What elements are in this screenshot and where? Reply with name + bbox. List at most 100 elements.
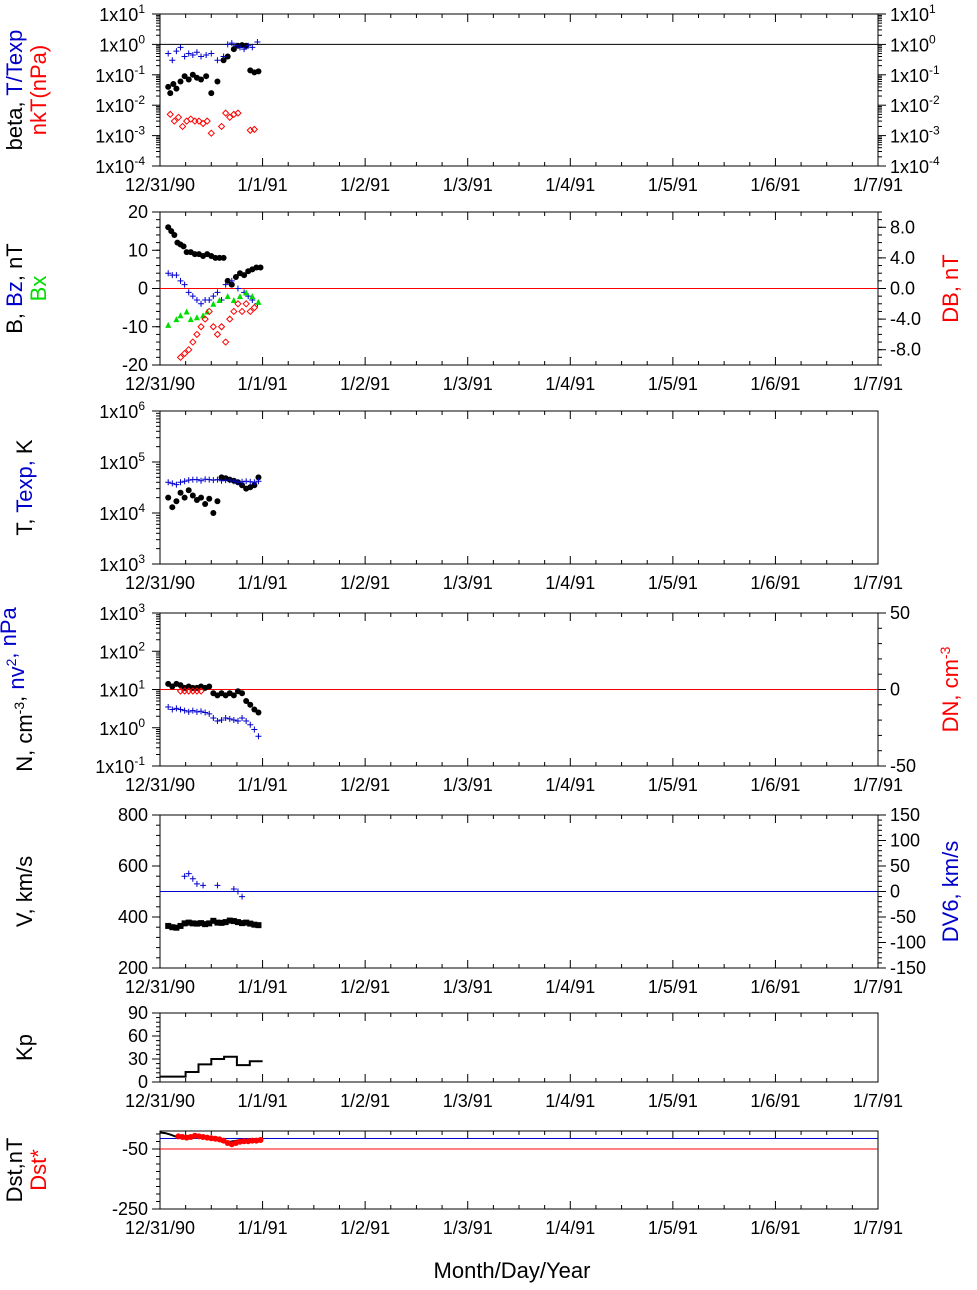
panel-beta-t-texp-point — [177, 44, 184, 51]
panel-velocity-v-point — [214, 919, 221, 926]
panel-density-nv2-point — [177, 706, 184, 713]
panel-temp-t-point — [185, 487, 192, 494]
panel-beta-t-texp-point — [220, 53, 227, 60]
panel-dst-dst--point — [249, 1137, 256, 1144]
panel-temp-t-point — [198, 494, 205, 501]
panel-dst-y-tick-label: -50 — [122, 1139, 148, 1159]
panel-density-y2-tick-label: 0 — [890, 680, 900, 700]
panel-temp-texp-point — [239, 478, 246, 485]
panel-bfield-bx-point — [255, 298, 262, 305]
panel-beta-nkt-point — [191, 117, 199, 125]
panel-temp-texp-point — [169, 480, 176, 487]
panel-bfield-bx-point — [187, 316, 194, 323]
panel-beta-beta-point — [177, 78, 184, 85]
panel-beta-t-texp-point — [169, 57, 176, 64]
panel-beta-nkt-point — [174, 113, 183, 122]
panel-temp-texp-point — [243, 478, 250, 485]
panel-beta-t-texp-point — [245, 42, 252, 49]
panel-velocity-x-tick-label: 1/1/91 — [238, 977, 288, 997]
panel-bfield-db-point — [246, 307, 254, 316]
panel-beta-x-tick-label: 12/31/90 — [125, 175, 195, 195]
panel-velocity-dv6-point — [239, 893, 246, 900]
panel-beta-nkt-point — [170, 117, 179, 125]
panel-beta-t-texp-point — [228, 40, 235, 47]
panel-bfield-bx-point — [210, 300, 217, 307]
panel-velocity-v-point — [226, 917, 233, 924]
panel-velocity-v-point — [222, 919, 229, 926]
panel-beta-beta-point — [185, 76, 192, 83]
panel-beta-nkt-point — [221, 109, 230, 117]
panel-temp-t-point — [169, 504, 176, 511]
panel-bfield-db-point — [209, 323, 218, 331]
panel-bfield-bz-point — [210, 293, 217, 300]
panel-dst-y-label: Dst* — [26, 1149, 51, 1191]
panel-temp-texp-point — [214, 476, 221, 483]
panel-density-nv2-point — [193, 708, 200, 715]
panel-velocity-x-tick-label: 1/3/91 — [443, 977, 493, 997]
panel-bfield-b-point — [241, 272, 248, 279]
panel-velocity-y2-tick-label: -150 — [890, 958, 926, 978]
panel-velocity-v-point — [181, 920, 188, 927]
panel-kp-frame — [159, 1012, 879, 1083]
panel-velocity-y2-tick-label: 150 — [890, 805, 920, 825]
panel-beta-beta-point — [224, 53, 231, 60]
panel-velocity-x-tick-label: 1/2/91 — [340, 977, 390, 997]
panel-bfield-x-tick-label: 12/31/90 — [125, 374, 195, 394]
panel-velocity-y2-tick-label: -50 — [890, 907, 916, 927]
panel-beta-beta-point — [167, 90, 174, 97]
panel-temp-texp-point — [226, 477, 233, 484]
panel-temp-t-point — [189, 492, 196, 499]
panel-velocity-v-point — [169, 924, 176, 931]
panel-bfield-y-tick-label: -20 — [122, 355, 148, 375]
panel-temp-x-tick-label: 1/6/91 — [750, 573, 800, 593]
panel-beta-beta-point — [198, 76, 205, 83]
panel-bfield-bx-point — [193, 314, 200, 321]
panel-beta-beta-point — [173, 85, 180, 92]
panel-temp-texp-point — [173, 481, 180, 488]
panel-temp-x-tick-label: 1/3/91 — [443, 573, 493, 593]
panel-velocity-dv6-point — [200, 882, 207, 889]
panel-bfield-y2-tick-label: -4.0 — [890, 309, 921, 329]
panel-density-nv2-point — [255, 733, 262, 740]
panel-bfield-bx-point — [165, 321, 172, 328]
panel-beta-beta-point — [165, 83, 172, 90]
panel-temp-texp-point — [247, 478, 254, 485]
panel-dst-x-tick-label: 1/5/91 — [648, 1218, 698, 1238]
panel-velocity-v-point — [210, 917, 217, 924]
panel-bfield-bz-point — [228, 277, 235, 284]
panel-beta-y2-tick-label: 1x10-1 — [890, 63, 940, 86]
panel-bfield-bz-point — [234, 285, 241, 292]
panel-beta-t-texp-point — [208, 50, 215, 57]
panel-density-nv2-point — [251, 726, 258, 733]
panel-beta-beta-point — [220, 57, 227, 64]
panel-dst-x-tick-label: 1/3/91 — [443, 1218, 493, 1238]
panel-density-x-tick-label: 1/4/91 — [545, 775, 595, 795]
panel-kp-y-tick-label: 30 — [128, 1049, 148, 1069]
panel-kp-y-tick-label: 0 — [138, 1072, 148, 1092]
panel-beta-t-texp-point — [173, 48, 180, 55]
panel-bfield-x-tick-label: 1/2/91 — [340, 374, 390, 394]
panel-beta-t-texp-point — [237, 44, 244, 51]
panel-bfield-db-point — [234, 300, 242, 308]
panel-velocity-v-point — [202, 921, 209, 928]
panel-beta-t-texp-point — [193, 49, 200, 56]
panel-velocity-dv6-point — [214, 882, 221, 889]
panel-beta-y-tick-label: 1x10-4 — [95, 154, 145, 177]
panel-bfield-b-point — [216, 254, 223, 261]
panel-density-x-tick-label: 1/7/91 — [853, 775, 903, 795]
panel-temp-t-point — [173, 498, 180, 505]
panel-bfield-db-point — [180, 349, 189, 358]
panel-velocity-v-point — [251, 921, 258, 928]
panel-bfield-bz-point — [222, 281, 229, 288]
panel-density-nv2-point — [214, 718, 221, 725]
panel-bfield-bz-point — [206, 296, 213, 303]
panel-temp-t-point — [177, 489, 184, 496]
panel-density-nv2-point — [202, 709, 209, 716]
panel-temp-texp-point — [234, 479, 241, 486]
panel-kp-x-tick-label: 1/7/91 — [853, 1091, 903, 1111]
panel-bfield-x-tick-label: 1/7/91 — [853, 374, 903, 394]
panel-beta-y-label: nkT(nPa) — [26, 45, 51, 135]
panel-temp-t-point — [239, 482, 246, 489]
panel-beta-t-texp-point — [198, 53, 205, 60]
